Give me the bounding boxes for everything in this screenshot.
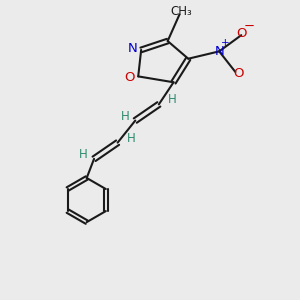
Text: H: H (127, 132, 135, 145)
Text: H: H (121, 110, 129, 123)
Text: H: H (168, 93, 176, 106)
Text: −: − (244, 20, 255, 33)
Text: CH₃: CH₃ (170, 5, 192, 18)
Text: N: N (214, 45, 224, 58)
Text: O: O (233, 67, 244, 80)
Text: +: + (221, 38, 230, 48)
Text: O: O (124, 71, 135, 84)
Text: N: N (128, 42, 137, 55)
Text: H: H (80, 148, 88, 161)
Text: O: O (236, 27, 247, 40)
